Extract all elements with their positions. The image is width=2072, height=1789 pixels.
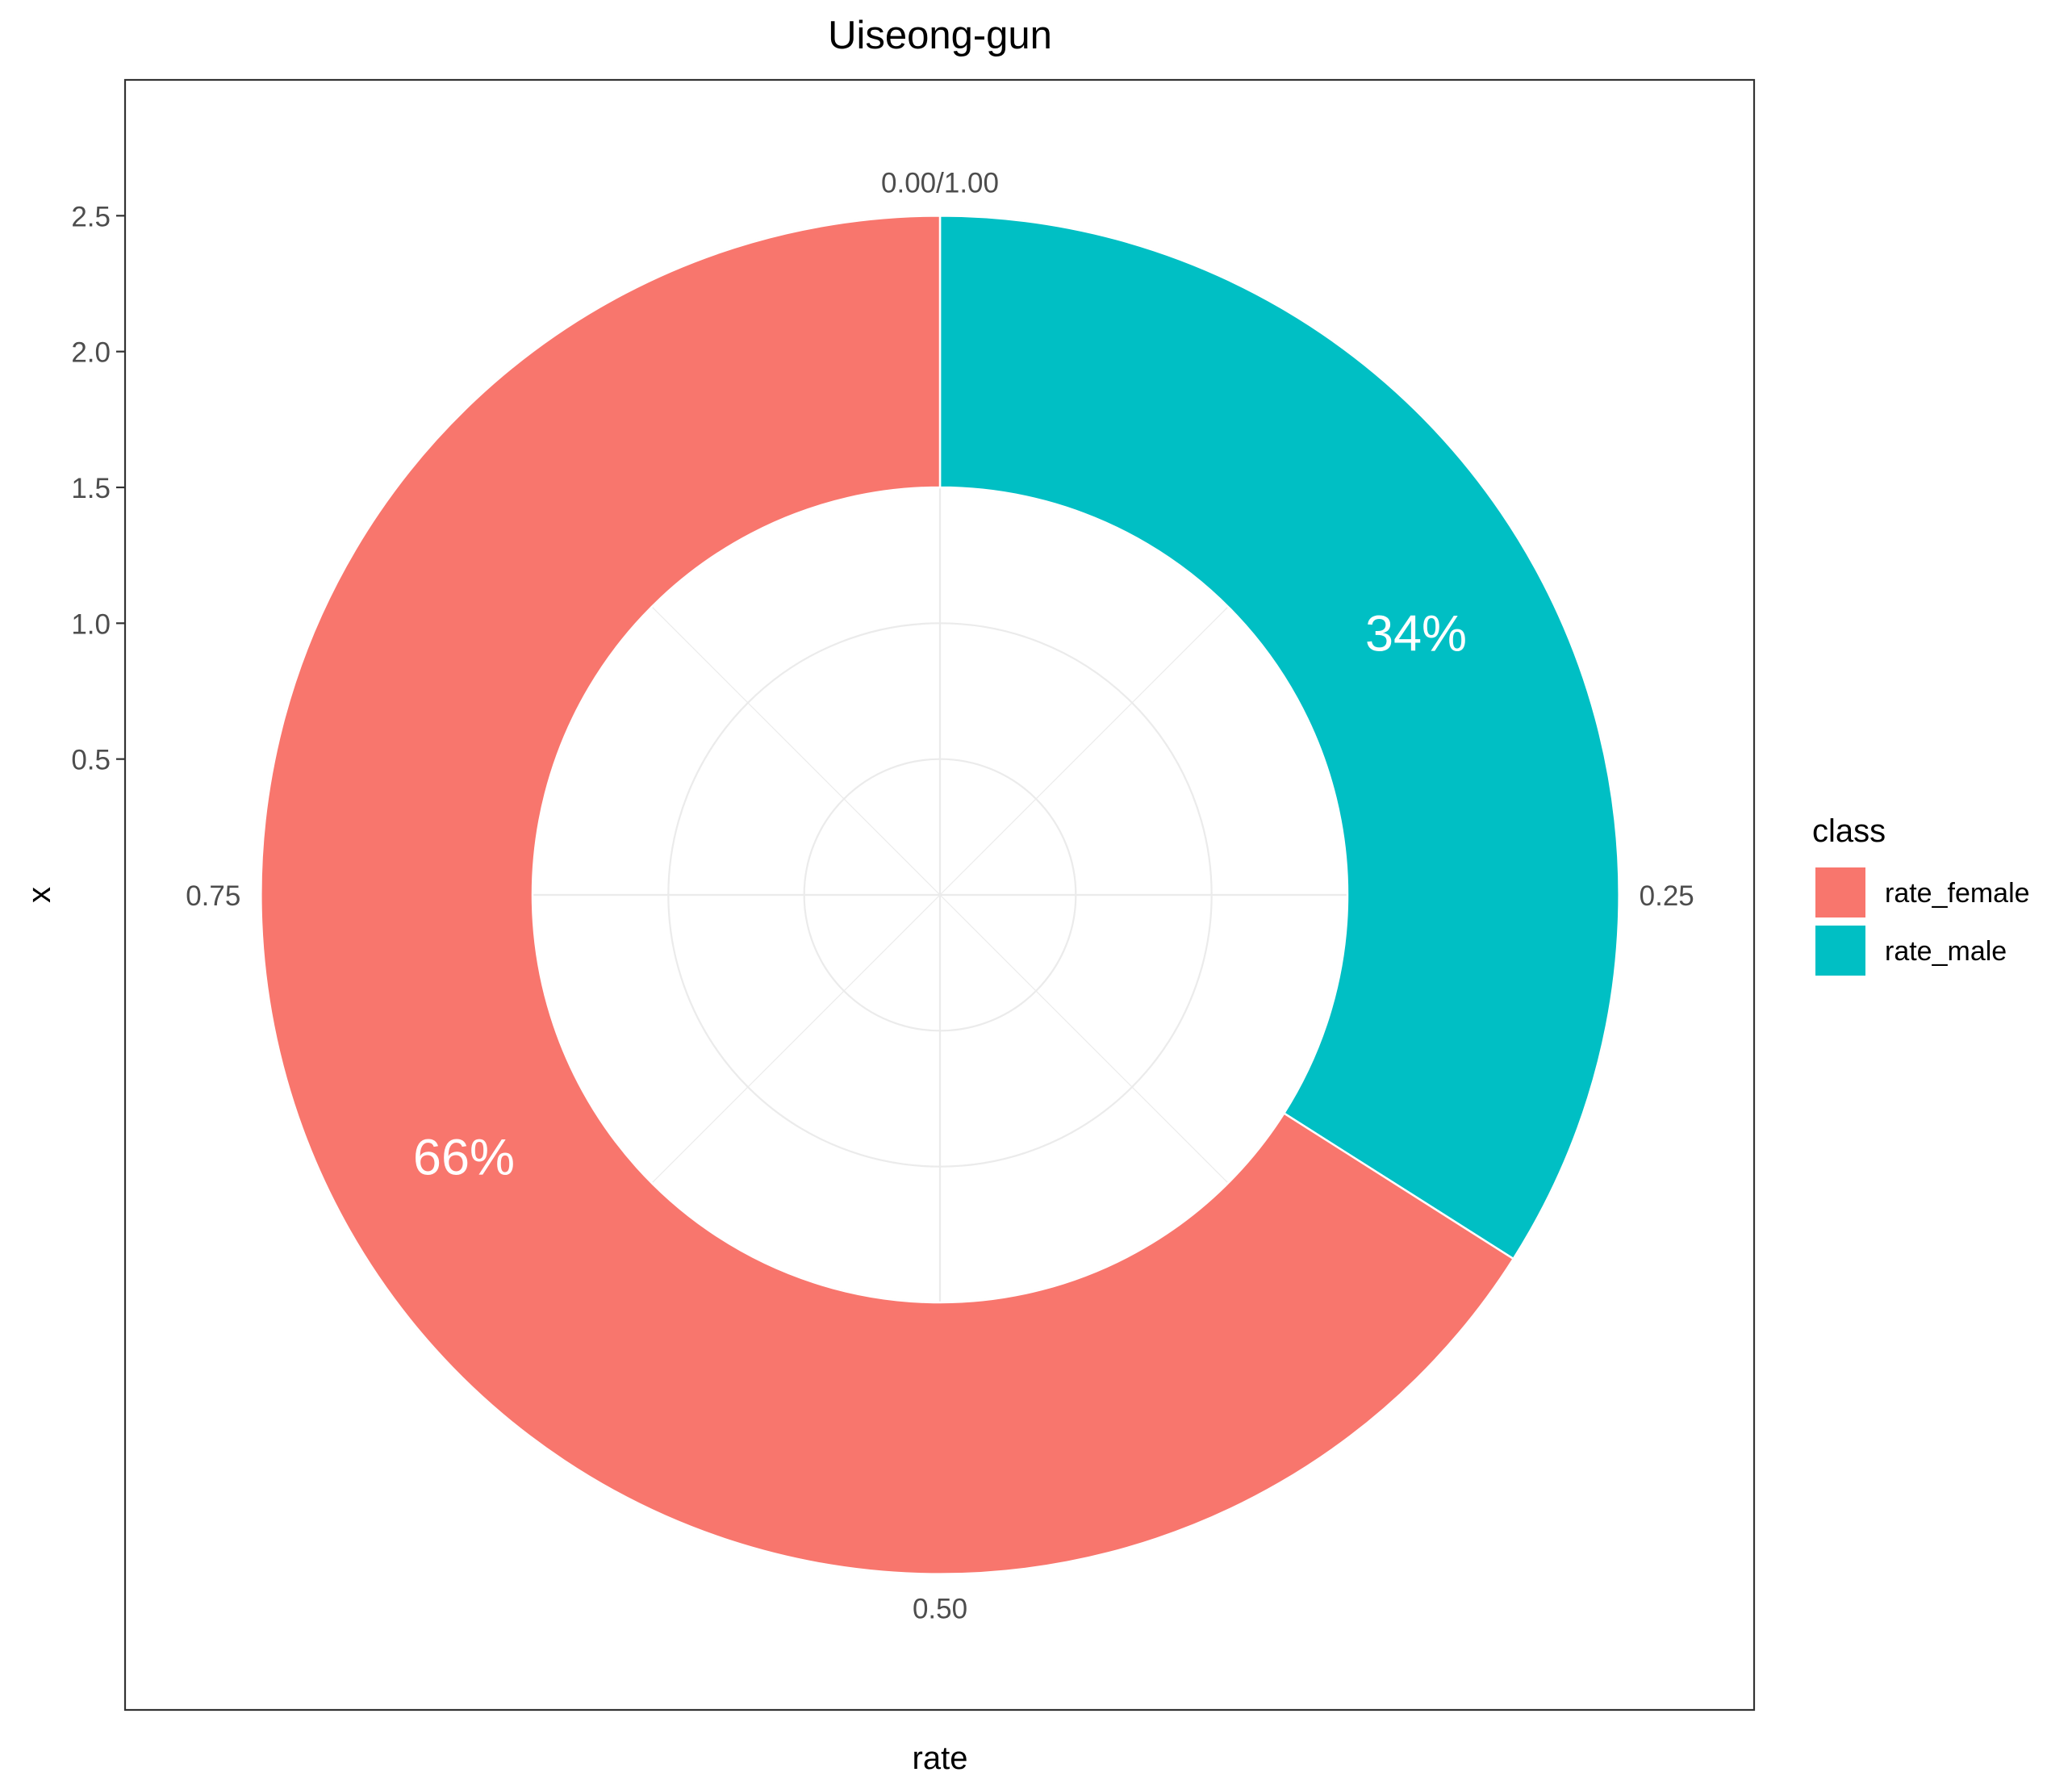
y-axis-tick-label: 1.5 (71, 473, 111, 504)
legend-key-rate-female (1815, 867, 1865, 917)
angle-axis-tick-label: 0.75 (186, 880, 240, 912)
angle-axis-tick-label: 0.00/1.00 (881, 167, 999, 199)
legend: class rate_female rate_male (1812, 813, 2030, 976)
angle-axis-tick-label: 0.25 (1640, 880, 1694, 912)
slice-label-layer: 34% 66% (413, 606, 1467, 1186)
slice-label-rate-male: 34% (1365, 606, 1467, 663)
slice-rate-female (260, 215, 1515, 1575)
y-axis-tick-label: 1.0 (71, 608, 111, 640)
y-axis: 0.5 1.0 1.5 2.0 2.5 (71, 201, 125, 776)
slice-rate-male (938, 215, 1620, 1260)
angle-axis: 0.00/1.00 0.25 0.50 0.75 (186, 167, 1694, 1624)
slice-layer (260, 215, 1620, 1575)
chart-title: Uiseong-gun (828, 14, 1052, 57)
plot-panel-border (123, 78, 1756, 1712)
y-axis-tick-label: 0.5 (71, 745, 111, 776)
y-axis-tick-label: 2.5 (71, 201, 111, 232)
y-axis-tick-label: 2.0 (71, 337, 111, 369)
slice-label-rate-female: 66% (413, 1129, 515, 1185)
legend-label-rate-female: rate_female (1885, 878, 2030, 909)
x-axis-title: rate (913, 1741, 968, 1776)
legend-key-rate-male (1815, 926, 1865, 976)
legend-label-rate-male: rate_male (1885, 936, 2007, 967)
angle-axis-tick-label: 0.50 (913, 1594, 967, 1625)
y-axis-title: x (22, 887, 57, 903)
legend-title: class (1812, 813, 1886, 849)
